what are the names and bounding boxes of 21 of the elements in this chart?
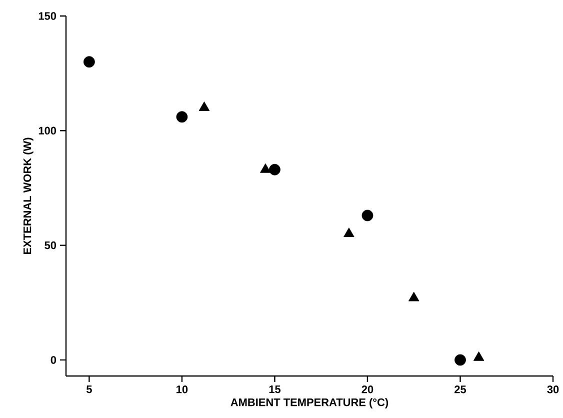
point — [473, 351, 484, 361]
point — [198, 102, 210, 111]
point — [344, 228, 354, 238]
x-tick-label: 15 — [269, 386, 280, 394]
x-tick-label: 20 — [362, 386, 374, 394]
y-tick-label: 100 — [38, 126, 56, 135]
x-tick-label: 30 — [547, 386, 559, 394]
y-tick-label: 50 — [44, 241, 56, 250]
x-axis-title: AMBIENT TEMPERATURE (°C) — [230, 398, 388, 408]
point — [260, 163, 271, 173]
point — [269, 164, 280, 176]
point — [362, 210, 374, 222]
y-axis-title: EXTERNAL WORK (W) — [23, 138, 34, 254]
y-tick-label: 150 — [38, 12, 56, 20]
y-tick-label: 0 — [50, 356, 56, 364]
x-tick-label: 25 — [454, 386, 466, 394]
point — [408, 292, 420, 302]
x-tick-label: 5 — [86, 386, 92, 394]
point — [83, 56, 95, 68]
point — [176, 111, 188, 123]
x-tick-label: 10 — [176, 386, 188, 394]
